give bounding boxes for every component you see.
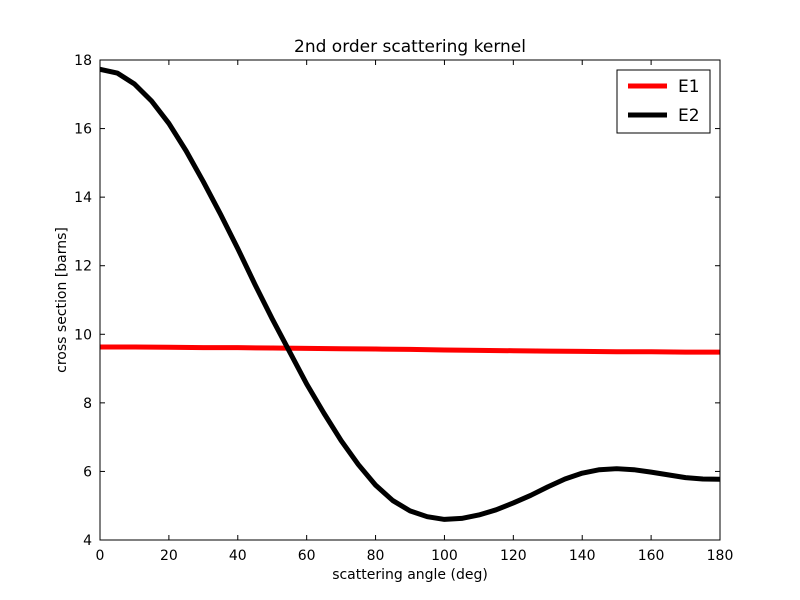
y-tick-label: 16 (74, 122, 92, 138)
legend-label-e2: E2 (678, 106, 700, 126)
x-tick-label: 80 (367, 548, 385, 564)
chart-title: 2nd order scattering kernel (294, 37, 526, 57)
x-tick-label: 0 (96, 548, 105, 564)
x-tick-label: 60 (298, 548, 316, 564)
x-tick-label: 120 (500, 548, 527, 564)
ticks-layer: 0 20 40 60 80 100 120 140 160 180 4 6 8 10 12 14 16 18 (74, 53, 733, 564)
x-tick-label: 100 (431, 548, 458, 564)
y-tick-label: 8 (83, 396, 92, 412)
y-tick-label: 6 (83, 464, 92, 480)
x-tick-label: 160 (638, 548, 665, 564)
y-tick-label: 18 (74, 53, 92, 69)
plot-area-frame (99, 59, 721, 541)
x-tick-label: 140 (569, 548, 596, 564)
y-tick-label: 10 (74, 327, 92, 343)
y-tick-label: 4 (83, 533, 92, 549)
series-line-e1 (100, 344, 720, 355)
y-axis-title: cross section [barns] (54, 227, 70, 373)
legend-label-e1: E1 (678, 77, 700, 97)
y-tick-label: 12 (74, 259, 92, 275)
series-line-e2 (100, 66, 720, 522)
x-tick-label: 20 (160, 548, 178, 564)
x-tick-label: 40 (229, 548, 247, 564)
x-axis-title: scattering angle (deg) (332, 567, 488, 583)
legend-box (616, 69, 711, 134)
x-tick-label: 180 (707, 548, 734, 564)
series-layer (100, 66, 720, 522)
y-tick-label: 14 (74, 190, 92, 206)
